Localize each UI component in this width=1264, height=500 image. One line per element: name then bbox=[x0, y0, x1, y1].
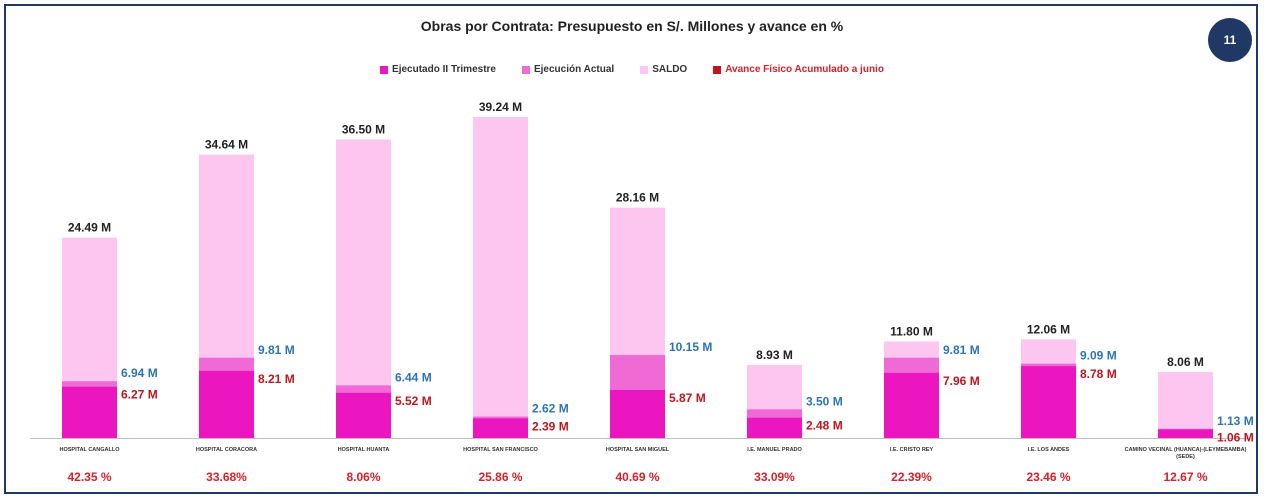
executed-label: 8.21 M bbox=[258, 372, 295, 386]
bar-executed bbox=[1158, 429, 1213, 438]
physical-progress-label: 23.46 % bbox=[1026, 470, 1070, 484]
total-label: 34.64 M bbox=[205, 138, 248, 152]
total-label: 8.93 M bbox=[756, 348, 793, 362]
total-label: 36.50 M bbox=[342, 122, 385, 136]
legend-item-executed: Ejecutado II Trimestre bbox=[380, 64, 496, 75]
category-label: I.E. CRISTO REY bbox=[890, 447, 934, 453]
bar-executed bbox=[747, 417, 802, 438]
legend-swatch-executed bbox=[380, 65, 389, 74]
executed-label: 6.27 M bbox=[121, 388, 158, 402]
physical-progress-label: 22.39% bbox=[891, 470, 932, 484]
legend-label-current: Ejecución Actual bbox=[533, 64, 615, 75]
page-number-badge: 11 bbox=[1208, 18, 1252, 62]
bar-executed bbox=[610, 389, 665, 438]
executed-label: 8.78 M bbox=[1080, 367, 1117, 381]
category-label: HOSPITAL CORACORA bbox=[196, 447, 257, 453]
legend-label-executed: Ejecutado II Trimestre bbox=[392, 64, 496, 75]
current-label: 9.09 M bbox=[1080, 349, 1117, 363]
legend-swatch-physical bbox=[713, 65, 722, 74]
legend-label-physical: Avance Físico Acumulado a junio bbox=[725, 64, 884, 75]
current-label: 6.44 M bbox=[395, 370, 432, 384]
legend-item-current: Ejecución Actual bbox=[521, 64, 615, 75]
bar-executed bbox=[62, 386, 117, 438]
total-label: 24.49 M bbox=[68, 221, 111, 235]
category-label: HOSPITAL HUANTA bbox=[338, 447, 390, 453]
physical-progress-label: 42.35 % bbox=[67, 470, 111, 484]
current-label: 1.13 M bbox=[1217, 414, 1254, 428]
physical-progress-label: 8.06% bbox=[346, 470, 380, 484]
category-label: HOSPITAL CANGALLO bbox=[60, 447, 121, 453]
current-label: 10.15 M bbox=[669, 340, 712, 354]
total-label: 12.06 M bbox=[1027, 322, 1070, 336]
physical-progress-label: 25.86 % bbox=[478, 470, 522, 484]
category-label: I.E. MANUEL PRADO bbox=[747, 447, 802, 453]
physical-progress-label: 33.68% bbox=[206, 470, 247, 484]
bar-executed bbox=[199, 370, 254, 438]
chart-title: Obras por Contrata: Presupuesto en S/. M… bbox=[420, 18, 844, 34]
bar-executed bbox=[884, 372, 939, 438]
current-label: 3.50 M bbox=[806, 394, 843, 408]
category-label: CAMINO VECINAL (HUANCA)-(LEYMEBAMBA) (SED… bbox=[1125, 447, 1247, 460]
current-label: 9.81 M bbox=[943, 343, 980, 357]
bar-balance bbox=[1158, 372, 1213, 438]
bar-balance bbox=[473, 117, 528, 438]
bar-executed bbox=[336, 392, 391, 438]
executed-label: 2.48 M bbox=[806, 419, 843, 433]
physical-progress-label: 40.69 % bbox=[615, 470, 659, 484]
bar-executed bbox=[473, 418, 528, 438]
legend-swatch-balance bbox=[640, 65, 649, 74]
physical-progress-label: 33.09% bbox=[754, 470, 795, 484]
category-label: HOSPITAL SAN MIGUEL bbox=[606, 447, 670, 453]
legend-item-physical: Avance Físico Acumulado a junio bbox=[713, 64, 884, 75]
legend-swatch-current bbox=[521, 65, 530, 74]
total-label: 39.24 M bbox=[479, 100, 522, 114]
bar-executed bbox=[1021, 366, 1076, 438]
current-label: 6.94 M bbox=[121, 366, 158, 380]
executed-label: 5.87 M bbox=[669, 391, 706, 405]
category-label: I.E. LOS ANDES bbox=[1028, 447, 1070, 453]
legend-item-balance: SALDO bbox=[640, 64, 687, 75]
executed-label: 1.06 M bbox=[1217, 430, 1254, 444]
executed-label: 2.39 M bbox=[532, 419, 569, 433]
legend-label-balance: SALDO bbox=[652, 64, 688, 75]
current-label: 9.81 M bbox=[258, 343, 295, 357]
total-label: 28.16 M bbox=[616, 191, 659, 205]
legend: Ejecutado II Trimestre Ejecución Actual … bbox=[0, 64, 1264, 75]
current-label: 2.62 M bbox=[532, 402, 569, 416]
executed-label: 5.52 M bbox=[395, 394, 432, 408]
executed-label: 7.96 M bbox=[943, 374, 980, 388]
total-label: 8.06 M bbox=[1167, 355, 1204, 369]
total-label: 11.80 M bbox=[890, 324, 933, 338]
category-label: HOSPITAL SAN FRANCISCO bbox=[463, 447, 538, 453]
physical-progress-label: 12.67 % bbox=[1163, 470, 1207, 484]
